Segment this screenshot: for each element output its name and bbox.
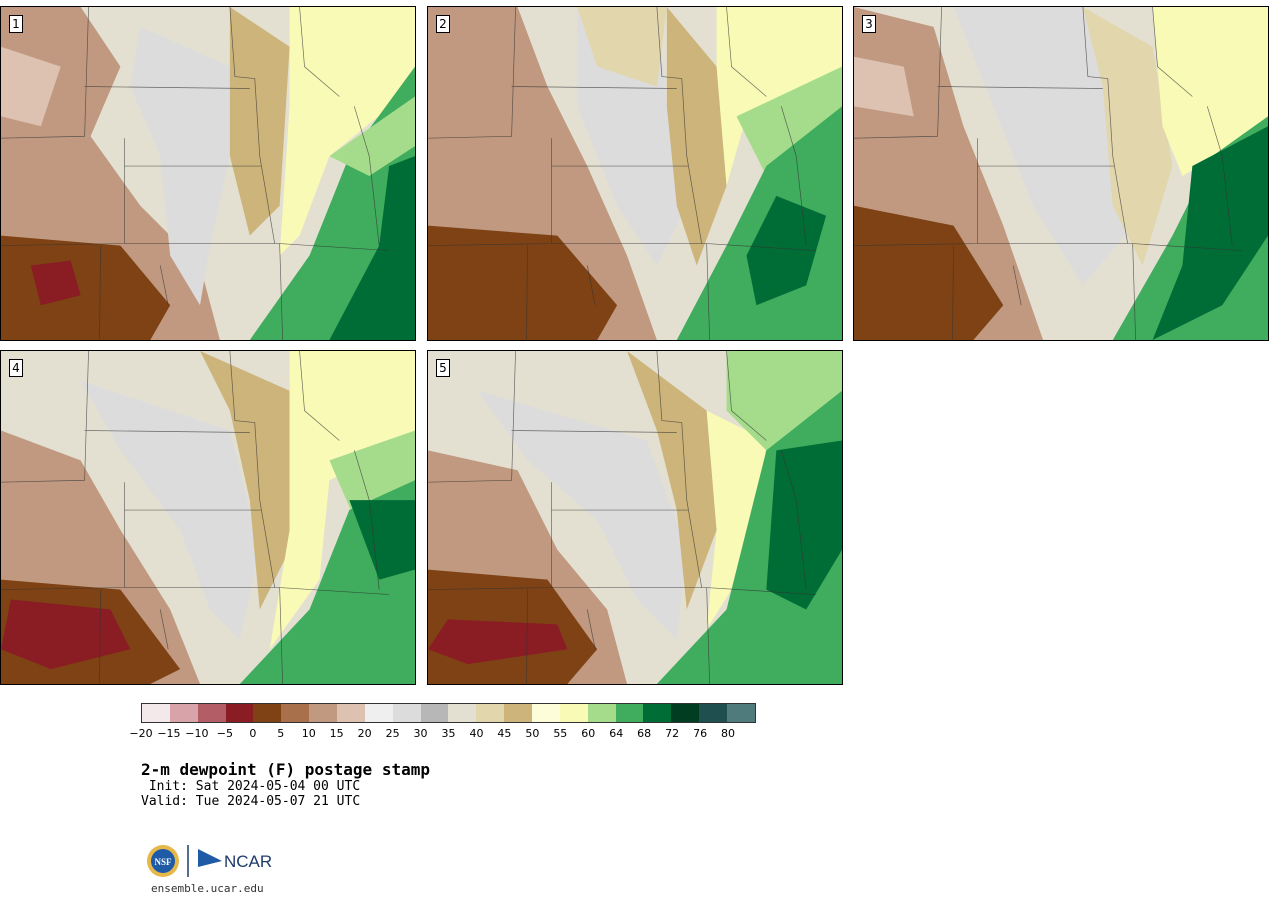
panel-5: 5 [427, 350, 843, 685]
nsf-ncar-logo: NSF NCAR [147, 845, 272, 877]
colorbar-tick-label: 30 [413, 727, 428, 740]
colorbar-cell [727, 704, 755, 722]
colorbar-tick-label: 5 [277, 727, 285, 740]
colorbar-cell [142, 704, 170, 722]
colorbar-tick-label: 15 [329, 727, 344, 740]
panel-number: 3 [862, 15, 876, 33]
panel-number: 1 [9, 15, 23, 33]
init-time: Init: Sat 2024-05-04 00 UTC [141, 779, 361, 794]
colorbar-tick-label: −15 [157, 727, 181, 740]
colorbar-tick-label: 20 [357, 727, 372, 740]
colorbar-cell [699, 704, 728, 722]
colorbar-cell [587, 704, 616, 722]
colorbar-tick-label: 80 [721, 727, 736, 740]
colorbar-tick-label: −10 [185, 727, 209, 740]
colorbar-tick-label: 45 [497, 727, 512, 740]
colorbar-cell [643, 704, 672, 722]
panel-number: 2 [436, 15, 450, 33]
panel-number: 4 [9, 359, 23, 377]
colorbar-cell [253, 704, 282, 722]
colorbar-tick-label: 76 [693, 727, 708, 740]
dewpoint-map [1, 351, 415, 684]
colorbar-tick-label: −5 [216, 727, 233, 740]
panel-3: 3 [853, 6, 1269, 341]
colorbar-tick-label: 10 [301, 727, 316, 740]
colorbar-cell [169, 704, 198, 722]
colorbar-cell [225, 704, 254, 722]
colorbar-tick-label: 25 [385, 727, 400, 740]
colorbar-ticks: −20 −15 −10 −5 0 5 10 15 20 25 30 35 40 45 50 55 60 64 68 7… [129, 727, 756, 741]
site-url: ensemble.ucar.edu [151, 882, 264, 895]
colorbar-cell [337, 704, 365, 722]
dewpoint-map [854, 7, 1268, 340]
colorbar-tick-label: −20 [129, 727, 153, 740]
chart-title: 2-m dewpoint (F) postage stamp [141, 760, 430, 779]
colorbar [141, 703, 756, 723]
nsf-logo-text: NSF [154, 857, 172, 867]
colorbar-tick-label: 60 [581, 727, 596, 740]
colorbar-cell [392, 704, 421, 722]
colorbar-tick-label: 72 [665, 727, 680, 740]
panel-4: 4 [0, 350, 416, 685]
colorbar-cell [281, 704, 310, 722]
colorbar-cell [476, 704, 505, 722]
colorbar-cell [309, 704, 338, 722]
dewpoint-map [428, 351, 842, 684]
colorbar-cell [197, 704, 226, 722]
colorbar-tick-label: 55 [553, 727, 568, 740]
colorbar-cell [448, 704, 477, 722]
colorbar-cell [532, 704, 560, 722]
colorbar-cell [364, 704, 393, 722]
colorbar-cell [671, 704, 700, 722]
colorbar-cell [559, 704, 588, 722]
colorbar-cell [504, 704, 533, 722]
colorbar-tick-label: 35 [441, 727, 456, 740]
colorbar-tick-label: 50 [525, 727, 540, 740]
colorbar-tick-label: 64 [609, 727, 624, 740]
colorbar-tick-label: 68 [637, 727, 652, 740]
panel-1: 1 [0, 6, 416, 341]
colorbar-cell [615, 704, 644, 722]
panel-number: 5 [436, 359, 450, 377]
colorbar-tick-label: 40 [469, 727, 484, 740]
panel-2: 2 [427, 6, 843, 341]
ncar-logo-text: NCAR [224, 852, 272, 871]
colorbar-tick-label: 0 [249, 727, 257, 740]
dewpoint-map [1, 7, 415, 340]
colorbar-cell [420, 704, 449, 722]
dewpoint-map [428, 7, 842, 340]
valid-time: Valid: Tue 2024-05-07 21 UTC [141, 794, 361, 809]
logos: NSF NCAR [146, 843, 276, 879]
